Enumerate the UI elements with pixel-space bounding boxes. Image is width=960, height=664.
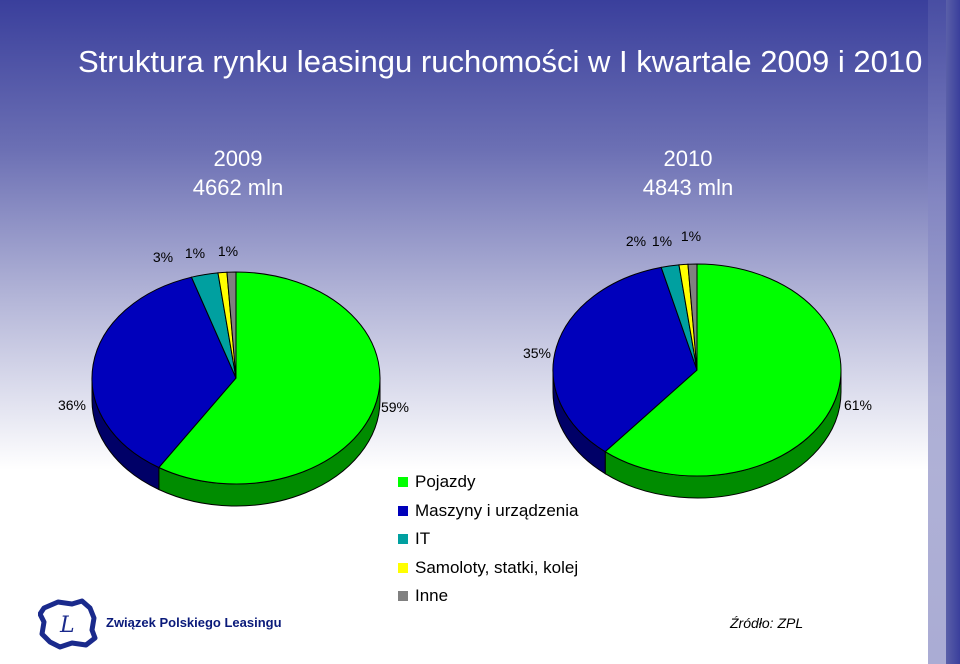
legend-swatch (398, 534, 408, 545)
pie-data-label: 61% (844, 397, 872, 413)
pie-slice-pojazdy (158, 271, 381, 485)
source-note: Źródło: ZPL (730, 615, 804, 631)
pie-data-label: 2% (626, 233, 646, 249)
legend: Pojazdy Maszyny i urządzenia IT Samoloty… (398, 468, 578, 611)
page-title: Struktura rynku leasingu ruchomości w I … (78, 44, 923, 79)
pie-2010-subtitle: 4843 mln (642, 175, 734, 200)
legend-swatch (398, 505, 408, 516)
legend-item: Samoloty, statki, kolej (398, 554, 578, 583)
legend-item: Maszyny i urządzenia (398, 497, 578, 526)
legend-swatch (398, 562, 408, 573)
pie-data-label: 35% (523, 345, 551, 361)
pie-slice-inne (687, 263, 698, 371)
pie-2010-header: 2010 4843 mln (588, 144, 788, 202)
pie-data-label: 1% (652, 233, 672, 249)
pie-data-label: 1% (185, 245, 205, 261)
pie-2010: 61% 35% 2% 1% 1% (523, 228, 872, 499)
legend-item: Inne (398, 582, 578, 611)
pie-data-label: 36% (58, 397, 86, 413)
legend-label: Maszyny i urządzenia (415, 500, 579, 520)
legend-label: Inne (415, 586, 449, 606)
legend-swatch (398, 591, 408, 602)
pie-data-label: 1% (218, 243, 238, 259)
pie-2010-title: 2010 (663, 146, 713, 171)
svg-text:L: L (59, 613, 75, 638)
pie-2009-title: 2009 (213, 146, 263, 171)
pie-slice-pojazdy (604, 263, 842, 477)
pie-slice-maszyny-i-urz-dzenia (552, 266, 698, 453)
organization-name: Związek Polskiego Leasingu (106, 615, 282, 630)
zpl-logo-icon: L (38, 598, 98, 650)
legend-swatch (398, 477, 408, 488)
pie-slice-inne (226, 271, 237, 379)
pie-2009: 59% 36% 3% 1% 1% (58, 243, 409, 507)
pie-data-label: 3% (153, 249, 173, 265)
legend-item: Pojazdy (398, 468, 578, 497)
legend-label: IT (415, 529, 431, 549)
legend-label: Pojazdy (415, 472, 476, 492)
pie-2009-header: 2009 4662 mln (138, 144, 338, 202)
decorative-side-bar (928, 0, 946, 664)
pie-data-label: 59% (381, 399, 409, 415)
pie-slice-maszyny-i-urz-dzenia (91, 276, 237, 469)
decorative-edge-bar (946, 0, 960, 664)
pie-data-label: 1% (681, 228, 701, 244)
legend-label: Samoloty, statki, kolej (415, 557, 579, 577)
pie-2009-subtitle: 4662 mln (192, 175, 284, 200)
legend-item: IT (398, 525, 578, 554)
